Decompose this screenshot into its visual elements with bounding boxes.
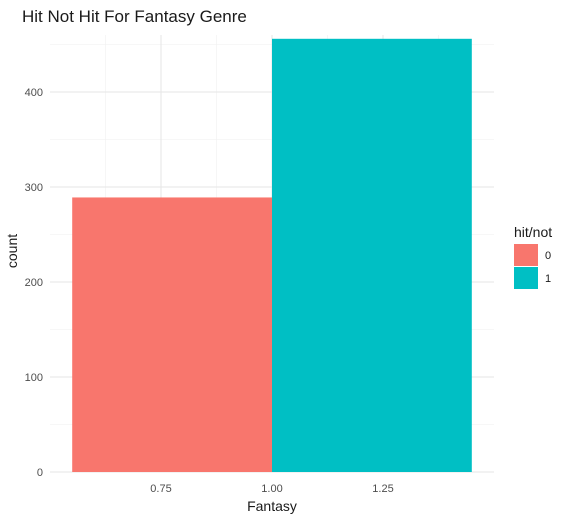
chart-title: Hit Not Hit For Fantasy Genre [22,7,247,26]
bar-1 [272,38,472,473]
legend-key-0 [514,244,538,266]
y-tick-label: 100 [25,372,43,384]
y-tick-label: 0 [37,467,43,479]
legend-label-1: 1 [545,273,551,285]
x-tick-label: 1.00 [261,483,282,495]
y-axis-title: count [4,234,20,268]
bars [72,38,472,473]
y-tick-labels: 0 100 200 300 400 [25,87,43,479]
x-tick-label: 0.75 [150,483,171,495]
x-tick-label: 1.25 [372,483,393,495]
y-tick-label: 200 [25,277,43,289]
bar-0 [72,197,272,472]
legend-key-1 [514,267,538,289]
x-axis-title: Fantasy [247,498,297,514]
y-tick-label: 300 [25,182,43,194]
y-tick-label: 400 [25,87,43,99]
legend-title: hit/not [514,224,552,240]
legend: hit/not 0 1 [514,224,552,289]
x-tick-labels: 0.75 1.00 1.25 [150,483,393,495]
legend-label-0: 0 [545,250,551,262]
